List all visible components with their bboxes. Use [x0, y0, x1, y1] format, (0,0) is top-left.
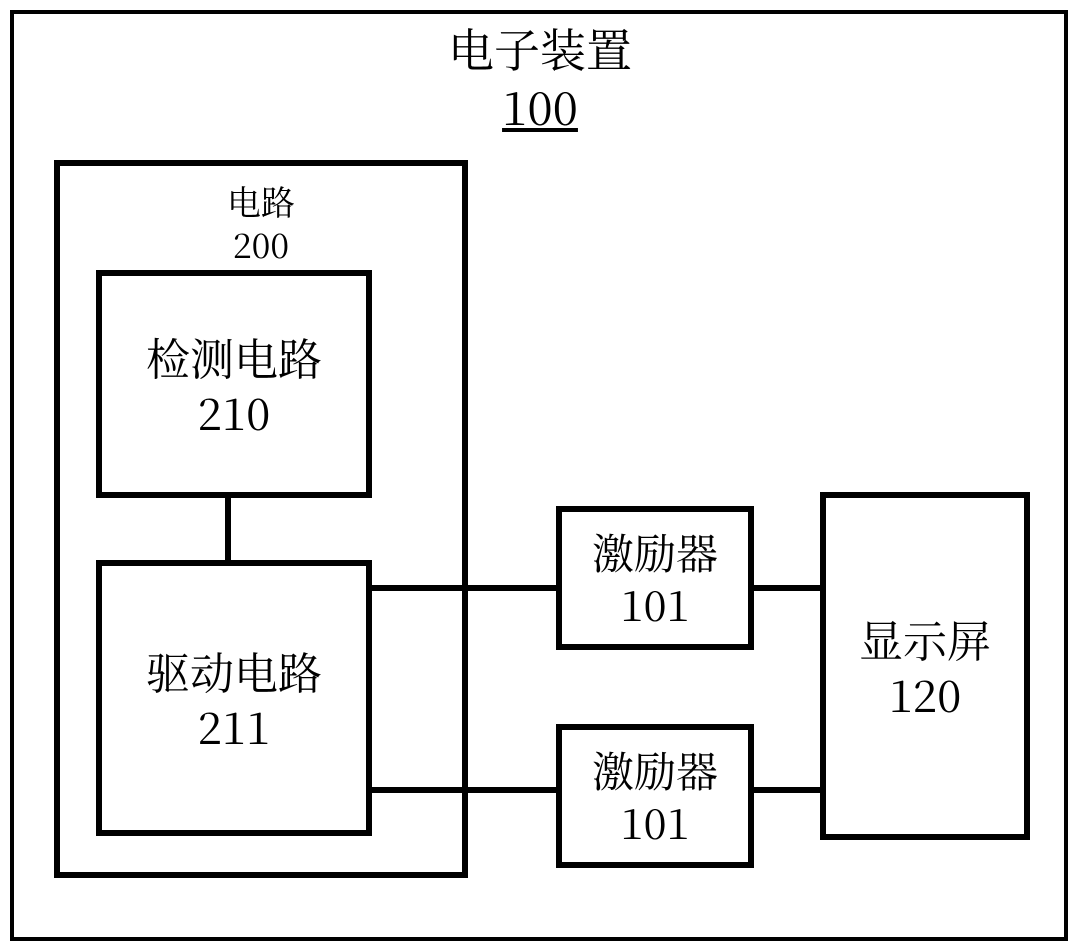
circuit-container-label-text: 电路: [227, 180, 295, 223]
connector-line: [754, 585, 820, 591]
diagram-title-number: 100: [380, 78, 700, 136]
actuator-bottom-box: 激励器 101: [556, 724, 754, 868]
detection-circuit-label-number: 210: [198, 384, 271, 439]
display-box: 显示屏 120: [820, 492, 1030, 840]
connector-line: [754, 787, 820, 793]
display-label-number: 120: [889, 666, 962, 721]
diagram-title: 电子装置 100: [380, 20, 700, 135]
actuator-top-label-number: 101: [620, 578, 689, 631]
diagram-title-text: 电子装置: [380, 20, 700, 78]
connector-line: [225, 498, 231, 560]
connector-line: [372, 787, 556, 793]
actuator-bottom-label-text: 激励器: [592, 744, 718, 797]
driver-circuit-label-number: 211: [198, 698, 271, 753]
detection-circuit-box: 检测电路 210: [96, 270, 372, 498]
connector-line: [372, 585, 556, 591]
driver-circuit-label-text: 驱动电路: [146, 643, 322, 698]
diagram-stage: 电子装置 100 电路 200 检测电路 210 驱动电路 211 激励器 10…: [0, 0, 1078, 951]
detection-circuit-label-text: 检测电路: [146, 329, 322, 384]
actuator-bottom-label-number: 101: [620, 796, 689, 849]
circuit-container-label-number: 200: [227, 223, 295, 266]
display-label-text: 显示屏: [859, 611, 991, 666]
circuit-container-header: 电路 200: [227, 180, 295, 265]
driver-circuit-box: 驱动电路 211: [96, 560, 372, 836]
actuator-top-label-text: 激励器: [592, 526, 718, 579]
actuator-top-box: 激励器 101: [556, 506, 754, 650]
